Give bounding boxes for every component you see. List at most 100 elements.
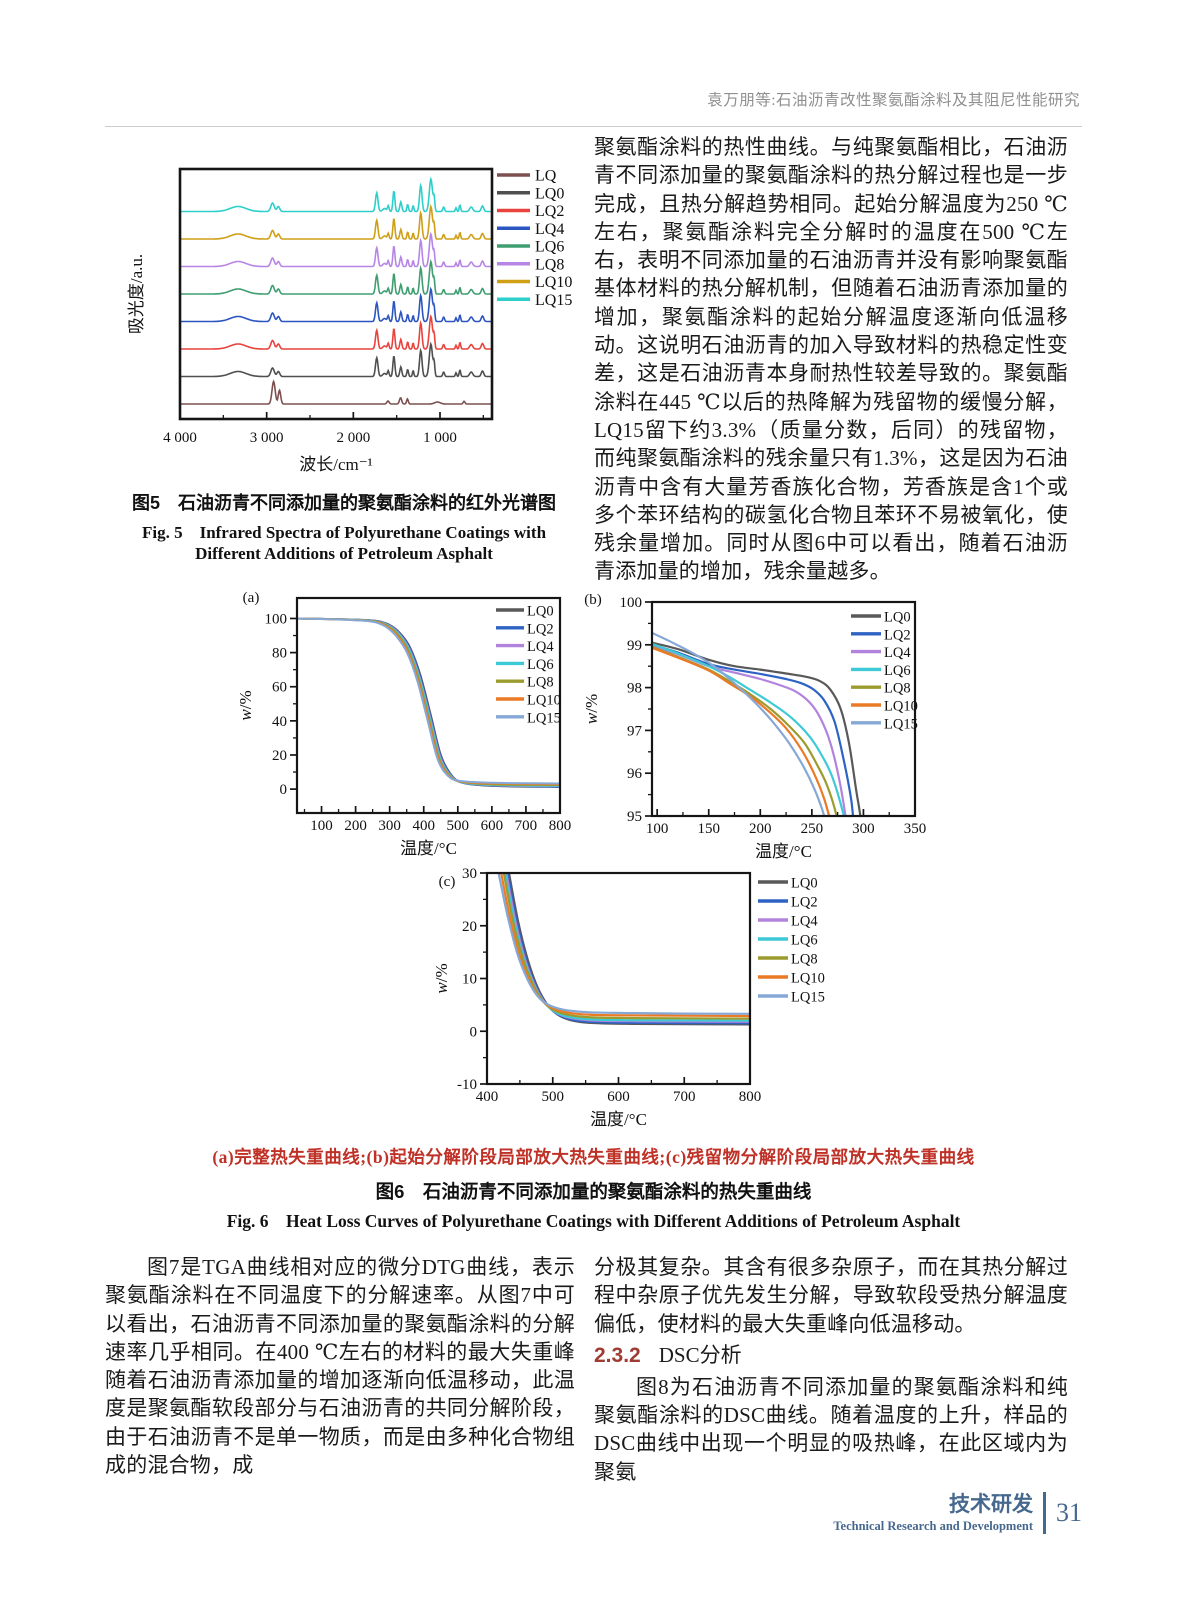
svg-text:30: 30 bbox=[462, 866, 477, 882]
svg-text:500: 500 bbox=[447, 818, 470, 834]
svg-text:波长/cm⁻¹: 波长/cm⁻¹ bbox=[299, 455, 373, 474]
svg-text:LQ8: LQ8 bbox=[535, 256, 564, 273]
svg-text:LQ: LQ bbox=[535, 168, 557, 185]
paragraph-thermal-analysis: 聚氨酯涂料的热性曲线。与纯聚氨酯相比，石油沥青不同添加量的聚氨酯涂料的热分解过程… bbox=[594, 135, 1068, 584]
svg-text:1 000: 1 000 bbox=[423, 430, 457, 446]
svg-text:LQ4: LQ4 bbox=[527, 639, 554, 655]
figure5-caption-en-line2: Different Additions of Petroleum Asphalt bbox=[195, 544, 493, 563]
svg-text:10: 10 bbox=[462, 972, 477, 988]
paragraph-dtg-discussion: 图7是TGA曲线相对应的微分DTG曲线，表示聚氨酯涂料在不同温度下的分解速率。从… bbox=[105, 1255, 575, 1478]
svg-text:LQ15: LQ15 bbox=[535, 292, 572, 309]
section-number: 2.3.2 bbox=[594, 1343, 641, 1367]
svg-text:LQ6: LQ6 bbox=[527, 657, 554, 673]
section-title: DSC分析 bbox=[658, 1342, 742, 1367]
svg-text:600: 600 bbox=[607, 1089, 630, 1105]
svg-text:95: 95 bbox=[627, 809, 642, 825]
svg-text:(c): (c) bbox=[439, 874, 456, 890]
svg-text:4 000: 4 000 bbox=[163, 430, 197, 446]
svg-text:w/%: w/% bbox=[236, 690, 255, 720]
svg-text:LQ4: LQ4 bbox=[884, 645, 911, 661]
svg-text:LQ10: LQ10 bbox=[884, 699, 918, 715]
svg-text:150: 150 bbox=[697, 821, 720, 837]
footer-section-labels: 技术研发 Technical Research and Development bbox=[833, 1492, 1033, 1534]
svg-text:LQ6: LQ6 bbox=[884, 663, 911, 679]
svg-text:LQ8: LQ8 bbox=[527, 675, 554, 691]
svg-text:LQ4: LQ4 bbox=[535, 221, 564, 238]
svg-text:LQ8: LQ8 bbox=[884, 681, 911, 697]
figure5-ir-spectra-chart: 4 000 3 000 2 000 1 000 波长/cm⁻¹ 吸光度/a.u. LQ LQ0… bbox=[118, 142, 580, 483]
svg-text:LQ10: LQ10 bbox=[535, 274, 572, 291]
svg-text:700: 700 bbox=[515, 818, 538, 834]
svg-text:(b): (b) bbox=[584, 592, 602, 608]
page-number: 31 bbox=[1056, 1498, 1082, 1527]
paragraph-dsc-intro: 图8为石油沥青不同添加量的聚氨酯涂料和纯聚氨酯涂料的DSC曲线。随着温度的上升，… bbox=[594, 1374, 1068, 1484]
svg-text:LQ10: LQ10 bbox=[527, 693, 561, 709]
svg-text:LQ0: LQ0 bbox=[884, 610, 911, 626]
footer-section-en: Technical Research and Development bbox=[833, 1519, 1033, 1533]
svg-text:-10: -10 bbox=[457, 1077, 477, 1093]
svg-text:LQ15: LQ15 bbox=[527, 710, 561, 726]
footer-divider bbox=[1043, 1492, 1046, 1534]
svg-text:300: 300 bbox=[852, 821, 875, 837]
figure6-subplot-note: (a)完整热失重曲线;(b)起始分解阶段局部放大热失重曲线;(c)残留物分解阶段… bbox=[212, 1147, 975, 1167]
svg-text:80: 80 bbox=[272, 646, 287, 662]
svg-text:3 000: 3 000 bbox=[250, 430, 284, 446]
svg-text:800: 800 bbox=[739, 1089, 762, 1105]
figure6b-tga-initial-stage-chart: 100 150 200 250 300 350 95 96 97 98 99 100 温度/°C w/% (… bbox=[575, 578, 967, 865]
figure6-caption-en: Fig. 6 Heat Loss Curves of Polyurethane … bbox=[226, 1211, 961, 1231]
svg-text:700: 700 bbox=[673, 1089, 696, 1105]
svg-text:LQ8: LQ8 bbox=[791, 952, 818, 968]
svg-text:0: 0 bbox=[280, 782, 288, 798]
svg-text:250: 250 bbox=[801, 821, 824, 837]
svg-text:500: 500 bbox=[542, 1089, 565, 1105]
svg-text:99: 99 bbox=[627, 638, 642, 654]
svg-text:800: 800 bbox=[549, 818, 572, 834]
svg-text:LQ2: LQ2 bbox=[535, 203, 564, 220]
figure6c-tga-residue-stage-chart: 400 500 600 700 800 -10 0 10 20 30 温度/°C w/% (c) LQ0 L… bbox=[425, 846, 917, 1135]
svg-text:2 000: 2 000 bbox=[336, 430, 370, 446]
svg-text:20: 20 bbox=[462, 919, 477, 935]
svg-text:LQ0: LQ0 bbox=[527, 604, 554, 620]
svg-text:LQ2: LQ2 bbox=[791, 895, 818, 911]
figure6-caption-zh: 图6 石油沥青不同添加量的聚氨酯涂料的热失重曲线 bbox=[375, 1181, 812, 1202]
svg-text:400: 400 bbox=[412, 818, 435, 834]
svg-text:20: 20 bbox=[272, 748, 287, 764]
svg-text:LQ10: LQ10 bbox=[791, 971, 825, 987]
svg-text:200: 200 bbox=[344, 818, 367, 834]
svg-text:100: 100 bbox=[620, 595, 643, 611]
svg-text:LQ6: LQ6 bbox=[535, 239, 564, 256]
svg-text:100: 100 bbox=[310, 818, 333, 834]
svg-text:300: 300 bbox=[378, 818, 401, 834]
footer-section-zh: 技术研发 bbox=[949, 1493, 1033, 1516]
figure5-caption-zh: 图5 石油沥青不同添加量的聚氨酯涂料的红外光谱图 bbox=[131, 493, 556, 513]
svg-text:600: 600 bbox=[481, 818, 504, 834]
figure6a-tga-full-chart: 100 200 300 400 500 600 700 800 0 20 40 60 80 100 温度/°… bbox=[225, 578, 583, 865]
svg-text:LQ0: LQ0 bbox=[791, 876, 818, 892]
svg-text:0: 0 bbox=[470, 1024, 478, 1040]
column-right-bottom: 分极其复杂。其含有很多杂原子，而在其热分解过程中杂原子优先发生分解，导致软段受热… bbox=[594, 1253, 1068, 1486]
svg-text:40: 40 bbox=[272, 714, 287, 730]
svg-text:LQ6: LQ6 bbox=[791, 933, 818, 949]
svg-text:97: 97 bbox=[627, 723, 643, 739]
svg-text:温度/°C: 温度/°C bbox=[400, 839, 457, 858]
svg-text:LQ4: LQ4 bbox=[791, 914, 818, 930]
svg-text:LQ15: LQ15 bbox=[791, 990, 825, 1006]
svg-text:200: 200 bbox=[749, 821, 772, 837]
running-header-title: 袁万朋等:石油沥青改性聚氨酯涂料及其阻尼性能研究 bbox=[707, 92, 1080, 109]
svg-text:60: 60 bbox=[272, 680, 287, 696]
svg-text:温度/°C: 温度/°C bbox=[755, 842, 812, 860]
svg-text:96: 96 bbox=[627, 766, 643, 782]
svg-text:w/%: w/% bbox=[432, 963, 451, 993]
header-divider-rule bbox=[105, 126, 1082, 127]
paragraph-heteroatom: 分极其复杂。其含有很多杂原子，而在其热分解过程中杂原子优先发生分解，导致软段受热… bbox=[594, 1255, 1068, 1336]
svg-text:100: 100 bbox=[646, 821, 669, 837]
svg-text:LQ15: LQ15 bbox=[884, 716, 918, 732]
svg-text:温度/°C: 温度/°C bbox=[590, 1110, 647, 1129]
svg-text:LQ2: LQ2 bbox=[884, 627, 911, 643]
svg-text:LQ2: LQ2 bbox=[527, 621, 554, 637]
section-heading-dsc: 2.3.2 DSC分析 bbox=[594, 1340, 1068, 1371]
svg-text:98: 98 bbox=[627, 681, 642, 697]
svg-text:400: 400 bbox=[476, 1089, 499, 1105]
figure5-caption-en-line1: Fig. 5 Infrared Spectra of Polyurethane … bbox=[141, 523, 547, 542]
